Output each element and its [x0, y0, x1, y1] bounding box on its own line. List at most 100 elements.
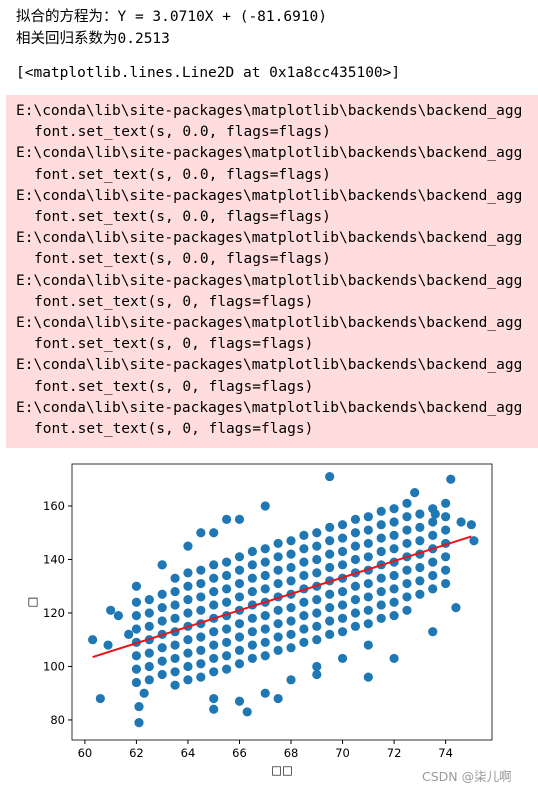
scatter-point: [466, 520, 476, 530]
scatter-point: [209, 560, 219, 570]
scatter-point: [209, 640, 219, 650]
scatter-point: [196, 565, 206, 575]
scatter-point: [273, 632, 283, 642]
scatter-point: [209, 653, 219, 664]
scatter-point: [389, 544, 399, 554]
scatter-point: [441, 578, 451, 589]
warning-path: E:\conda\lib\site-packages\matplotlib\ba…: [16, 272, 523, 289]
scatter-point: [209, 528, 219, 538]
warning-path: E:\conda\lib\site-packages\matplotlib\ba…: [16, 230, 523, 247]
scatter-point: [209, 586, 219, 597]
scatter-point: [312, 568, 322, 578]
warning-code: font.set_text(s, 0, flags=flags): [34, 421, 314, 437]
scatter-point: [170, 653, 180, 664]
scatter-point: [402, 565, 412, 575]
scatter-point: [157, 560, 167, 570]
scatter-point: [325, 562, 335, 573]
scatter-point: [157, 656, 167, 666]
scatter-point: [402, 512, 412, 522]
scatter-point: [196, 632, 206, 642]
scatter-point: [222, 570, 232, 581]
scatter-point: [209, 600, 219, 610]
scatter-point: [441, 512, 451, 522]
scatter-point: [196, 605, 206, 615]
scatter-point: [234, 619, 245, 629]
scatter-point: [428, 530, 438, 541]
scatter-point: [131, 651, 142, 661]
warning-path: E:\conda\lib\site-packages\matplotlib\ba…: [16, 357, 523, 374]
scatter-point: [286, 629, 296, 639]
scatter-point: [363, 538, 373, 549]
scatter-point: [402, 525, 412, 535]
scatter-point: [222, 637, 232, 647]
scatter-point: [337, 600, 348, 610]
scatter-point: [196, 645, 206, 656]
scatter-point: [273, 538, 283, 549]
scatter-point: [144, 608, 154, 618]
warning-path: E:\conda\lib\site-packages\matplotlib\ba…: [16, 145, 523, 162]
scatter-point: [170, 680, 180, 690]
scatter-point: [350, 528, 361, 538]
scatter-point: [415, 522, 425, 532]
scatter-point: [183, 581, 193, 591]
scatter-point: [337, 546, 348, 557]
y-tick-label: 80: [50, 713, 65, 727]
scatter-point: [389, 504, 399, 514]
scatter-point: [389, 570, 399, 581]
scatter-point: [170, 613, 180, 623]
scatter-point: [234, 592, 245, 602]
warning-code: font.set_text(s, 0, flags=flags): [34, 293, 314, 310]
scatter-point: [183, 608, 193, 618]
scatter-point: [325, 471, 335, 482]
warning-code: font.set_text(s, 0, flags=flags): [34, 336, 314, 353]
scatter-point: [260, 544, 270, 554]
y-tick-label: 100: [43, 659, 65, 673]
scatter-point: [376, 573, 386, 583]
equation-text: 拟合的方程为：Y = 3.0710X + (-81.6910): [16, 9, 328, 25]
scatter-point: [260, 557, 270, 567]
warning-path: E:\conda\lib\site-packages\matplotlib\ba…: [16, 103, 523, 119]
scatter-point: [260, 624, 270, 634]
scatter-point: [222, 664, 232, 674]
scatter-point: [260, 584, 270, 594]
scatter-point: [337, 627, 348, 637]
scatter-point: [286, 576, 296, 586]
scatter-point: [260, 570, 270, 581]
scatter-point: [286, 536, 296, 546]
scatter-point: [247, 586, 257, 597]
scatter-point: [286, 675, 296, 685]
scatter-point: [144, 594, 154, 605]
scatter-point: [183, 635, 193, 645]
scatter-point: [350, 554, 361, 565]
stderr-block: E:\conda\lib\site-packages\matplotlib\ba…: [6, 95, 538, 448]
scatter-point: [273, 565, 283, 575]
scatter-point: [441, 498, 451, 508]
scatter-point: [234, 578, 245, 589]
scatter-point: [337, 586, 348, 597]
scatter-point: [247, 546, 257, 557]
scatter-point: [312, 554, 322, 565]
x-tick-label: 66: [232, 746, 247, 760]
scatter-point: [428, 557, 438, 567]
scatter-point: [196, 578, 206, 589]
scatter-point: [402, 605, 412, 615]
scatter-point: [415, 562, 425, 573]
scatter-point: [286, 616, 296, 626]
scatter-point: [88, 635, 98, 645]
scatter-point: [415, 536, 425, 546]
scatter-point: [337, 533, 348, 543]
scatter-point: [410, 488, 420, 498]
scatter-point: [183, 675, 193, 685]
scatter-point: [234, 565, 245, 575]
y-tick-label: 160: [43, 499, 65, 513]
scatter-point: [363, 605, 373, 615]
scatter-point: [312, 635, 322, 645]
scatter-point: [469, 536, 479, 546]
scatter-point: [260, 501, 270, 511]
scatter-point: [95, 693, 105, 704]
scatter-point: [350, 594, 361, 605]
x-tick-label: 62: [129, 746, 144, 760]
x-tick-label: 70: [335, 746, 350, 760]
scatter-point: [247, 653, 257, 664]
scatter-point: [376, 533, 386, 543]
